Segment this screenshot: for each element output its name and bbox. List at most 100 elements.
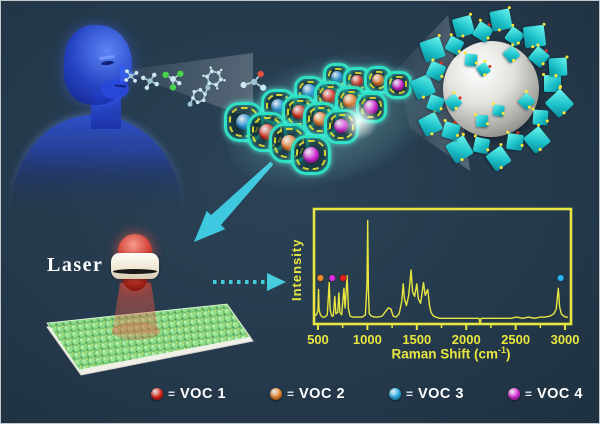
legend-label: VOC 2 <box>299 386 346 402</box>
linker-dot <box>460 131 465 136</box>
linker-dot <box>542 73 546 77</box>
mof-shell-cluster <box>531 107 549 126</box>
linker-dot <box>478 17 483 22</box>
x-tick-label: 1500 <box>402 332 431 347</box>
oxygen-dot <box>544 48 549 53</box>
voc-ball-orange <box>372 74 384 86</box>
bust-jaw <box>101 79 129 99</box>
mof-shell-cluster <box>522 122 551 154</box>
linker-dot <box>541 61 546 66</box>
silver-core-sphere <box>443 41 539 137</box>
laser-body <box>111 253 159 279</box>
voc4-dot-icon <box>507 388 520 400</box>
linker-dot <box>429 131 434 136</box>
linker-dot <box>510 23 515 28</box>
oxygen-dot <box>515 131 520 135</box>
voc-ball-blue <box>331 71 343 83</box>
mof-shell-cluster <box>417 108 444 137</box>
voc-molecule <box>124 69 139 83</box>
linker-dot <box>561 110 567 116</box>
mof-shell-cluster <box>419 33 447 64</box>
linker-dot <box>505 130 510 135</box>
legend-item-voc1: = VOC 1 <box>151 386 226 402</box>
mof-shell-cluster <box>463 51 478 67</box>
linker-dot <box>449 32 454 37</box>
voc-ball-red <box>322 89 336 103</box>
x-axis-label: Raman Shift (cm-1) <box>391 345 511 362</box>
linker-dot <box>473 133 477 138</box>
x-tick-label: 2500 <box>501 332 530 347</box>
voc-legend: = VOC 1 = VOC 2 = VOC 3 = VOC 4 <box>151 381 583 407</box>
laser-ring <box>113 269 157 274</box>
voc-molecule <box>162 70 184 92</box>
legend-item-voc4: = VOC 4 <box>507 386 583 402</box>
linker-dot <box>507 5 511 10</box>
voc-molecule <box>201 66 227 90</box>
linker-dot <box>545 119 549 123</box>
equals-sign: = <box>286 387 294 401</box>
voc3-dot-icon <box>388 388 401 400</box>
voc-marker <box>556 274 565 282</box>
laser-label: Laser <box>47 254 104 276</box>
mof-cage <box>291 135 331 175</box>
linker-dot <box>459 157 464 162</box>
x-tick-label: 3000 <box>551 332 580 347</box>
linker-dot <box>498 142 503 147</box>
cage-frame <box>389 76 407 94</box>
dashed-arrow-icon <box>213 273 286 291</box>
linker-dot <box>485 35 491 40</box>
x-tick-label: 500 <box>307 332 329 347</box>
linker-dot <box>460 34 465 39</box>
linker-dot <box>455 133 460 138</box>
linker-dot <box>564 55 569 59</box>
mof-shell-cluster <box>505 130 524 152</box>
oxygen-dot <box>439 61 444 65</box>
voc2-dot-icon <box>269 388 282 400</box>
mof-shell-cluster <box>489 5 513 32</box>
legend-label: VOC 4 <box>536 386 583 402</box>
linker-dot <box>421 94 426 99</box>
y-axis-label: Intensity <box>289 238 304 302</box>
linker-dot <box>439 107 444 111</box>
mof-shell-cluster <box>426 91 446 114</box>
linker-dot <box>557 85 563 91</box>
cage-frame <box>296 140 326 170</box>
breath-cone <box>119 53 253 119</box>
linker-dot <box>443 118 447 123</box>
voc-molecule <box>140 72 160 91</box>
voc1-dot-icon <box>151 388 163 400</box>
equals-sign: = <box>524 387 532 401</box>
linker-dot <box>492 102 496 106</box>
x-tick-label: 2000 <box>452 332 481 347</box>
mof-shell-cluster <box>474 112 490 127</box>
equals-sign: = <box>405 387 413 401</box>
linker-dot <box>542 22 546 27</box>
voc-ball-red <box>351 75 363 87</box>
voc-marker <box>339 274 348 282</box>
voc-ball-magenta <box>302 146 320 164</box>
linker-dot <box>510 42 515 47</box>
legend-item-voc2: = VOC 2 <box>269 386 346 402</box>
mof-cage <box>384 71 412 99</box>
linker-dot <box>537 147 542 152</box>
linker-dot <box>519 143 524 148</box>
sers-substrate <box>46 303 254 376</box>
linker-dot <box>468 12 473 17</box>
linker-dot <box>451 90 457 95</box>
mof-shell-cluster <box>523 22 547 49</box>
linker-dot <box>531 107 535 111</box>
linker-dot <box>485 147 490 152</box>
x-tick-label: 1000 <box>353 332 382 347</box>
spectrum-line <box>313 219 568 325</box>
mof-shell-cluster <box>548 55 569 78</box>
equals-sign: = <box>168 387 176 401</box>
oxygen-dot <box>452 120 457 124</box>
voc-molecule <box>240 70 267 92</box>
linker-dot <box>463 51 467 55</box>
voc-molecule <box>187 84 211 108</box>
chart-frame <box>312 207 573 326</box>
legend-label: VOC 3 <box>417 386 464 402</box>
